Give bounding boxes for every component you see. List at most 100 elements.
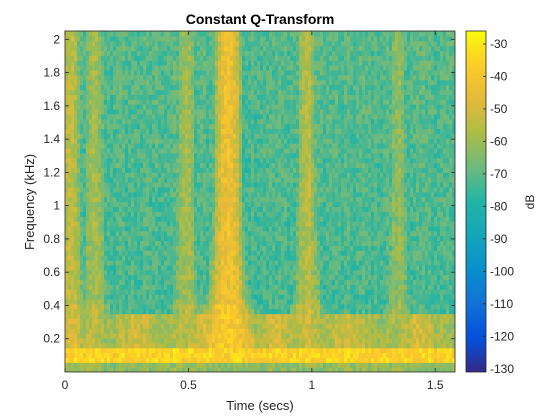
heatmap-cell xyxy=(119,308,123,315)
heatmap-cell xyxy=(161,357,165,363)
heatmap-cell xyxy=(239,220,243,227)
heatmap-cell xyxy=(71,328,75,334)
heatmap-cell xyxy=(98,279,102,285)
heatmap-cell xyxy=(155,157,159,164)
heatmap-cell xyxy=(101,31,105,37)
heatmap-cell xyxy=(131,104,135,110)
heatmap-cell xyxy=(161,99,165,105)
heatmap-cell xyxy=(239,60,243,66)
heatmap-cell xyxy=(185,89,189,95)
heatmap-cell xyxy=(191,216,195,222)
heatmap-cell xyxy=(119,128,123,134)
heatmap-cell xyxy=(245,323,249,329)
heatmap-cell xyxy=(227,55,231,61)
heatmap-cell xyxy=(155,108,159,115)
heatmap-cell xyxy=(164,274,168,281)
heatmap-cell xyxy=(98,143,102,149)
heatmap-cell xyxy=(155,167,159,173)
heatmap-cell xyxy=(218,206,222,212)
heatmap-cell xyxy=(161,303,165,310)
heatmap-cell xyxy=(158,182,162,188)
heatmap-cell xyxy=(206,269,210,276)
heatmap-cell xyxy=(158,298,162,305)
heatmap-cell xyxy=(122,55,126,61)
heatmap-cell xyxy=(239,35,243,42)
heatmap-cell xyxy=(227,40,231,47)
heatmap-cell xyxy=(137,45,141,52)
heatmap-cell xyxy=(218,264,222,271)
heatmap-cell xyxy=(206,328,210,334)
heatmap-cell xyxy=(89,40,93,47)
heatmap-cell xyxy=(197,318,201,324)
heatmap-cell xyxy=(221,128,225,134)
heatmap-cell xyxy=(131,65,135,71)
heatmap-cell xyxy=(218,35,222,42)
heatmap-cell xyxy=(251,167,255,173)
heatmap-cell xyxy=(224,289,228,295)
heatmap-cell xyxy=(248,65,252,71)
heatmap-cell xyxy=(119,206,123,212)
heatmap-cell xyxy=(185,172,189,178)
heatmap-cell xyxy=(194,143,198,149)
heatmap-cell xyxy=(194,50,198,56)
heatmap-cell xyxy=(158,279,162,285)
heatmap-cell xyxy=(89,289,93,295)
heatmap-cell xyxy=(128,186,132,193)
heatmap-cell xyxy=(101,206,105,212)
heatmap-cell xyxy=(224,147,228,154)
heatmap-cell xyxy=(89,157,93,164)
heatmap-cell xyxy=(92,328,96,334)
heatmap-cell xyxy=(221,216,225,222)
heatmap-cell xyxy=(197,74,201,81)
heatmap-cell xyxy=(200,50,204,56)
heatmap-cell xyxy=(71,264,75,271)
heatmap-cell xyxy=(74,250,78,256)
heatmap-cell xyxy=(161,108,165,115)
heatmap-cell xyxy=(110,113,114,120)
heatmap-cell xyxy=(188,55,192,61)
heatmap-cell xyxy=(65,162,69,168)
heatmap-cell xyxy=(206,84,210,91)
heatmap-cell xyxy=(110,65,114,71)
heatmap-cell xyxy=(104,31,108,37)
heatmap-cell xyxy=(230,313,234,320)
heatmap-cell xyxy=(215,303,219,310)
heatmap-cell xyxy=(140,89,144,95)
heatmap-cell xyxy=(83,323,87,329)
heatmap-cell xyxy=(221,220,225,227)
heatmap-cell xyxy=(182,245,186,251)
heatmap-cell xyxy=(68,147,72,154)
heatmap-cell xyxy=(176,264,180,271)
heatmap-cell xyxy=(197,143,201,149)
heatmap-cell xyxy=(221,60,225,66)
heatmap-cell xyxy=(170,289,174,295)
heatmap-cell xyxy=(224,123,228,130)
heatmap-cell xyxy=(242,250,246,256)
heatmap-cell xyxy=(233,123,237,130)
heatmap-cell xyxy=(251,274,255,281)
heatmap-cell xyxy=(68,65,72,71)
heatmap-cell xyxy=(242,177,246,183)
heatmap-cell xyxy=(197,65,201,71)
heatmap-cell xyxy=(119,74,123,81)
heatmap-cell xyxy=(89,74,93,81)
heatmap-cell xyxy=(239,230,243,237)
heatmap-cell xyxy=(143,157,147,164)
heatmap-cell xyxy=(146,89,150,95)
heatmap-cell xyxy=(146,303,150,310)
heatmap-cell xyxy=(188,255,192,261)
heatmap-cell xyxy=(218,298,222,305)
heatmap-cell xyxy=(206,50,210,56)
heatmap-cell xyxy=(179,157,183,164)
heatmap-cell xyxy=(176,245,180,251)
heatmap-cell xyxy=(179,123,183,130)
heatmap-cell xyxy=(68,191,72,198)
heatmap-cell xyxy=(110,313,114,320)
heatmap-cell xyxy=(233,206,237,212)
heatmap-cell xyxy=(83,303,87,310)
heatmap-cell xyxy=(230,133,234,139)
heatmap-cell xyxy=(152,55,156,61)
heatmap-cell xyxy=(134,279,138,285)
heatmap-cell xyxy=(179,259,183,266)
heatmap-cell xyxy=(224,133,228,139)
